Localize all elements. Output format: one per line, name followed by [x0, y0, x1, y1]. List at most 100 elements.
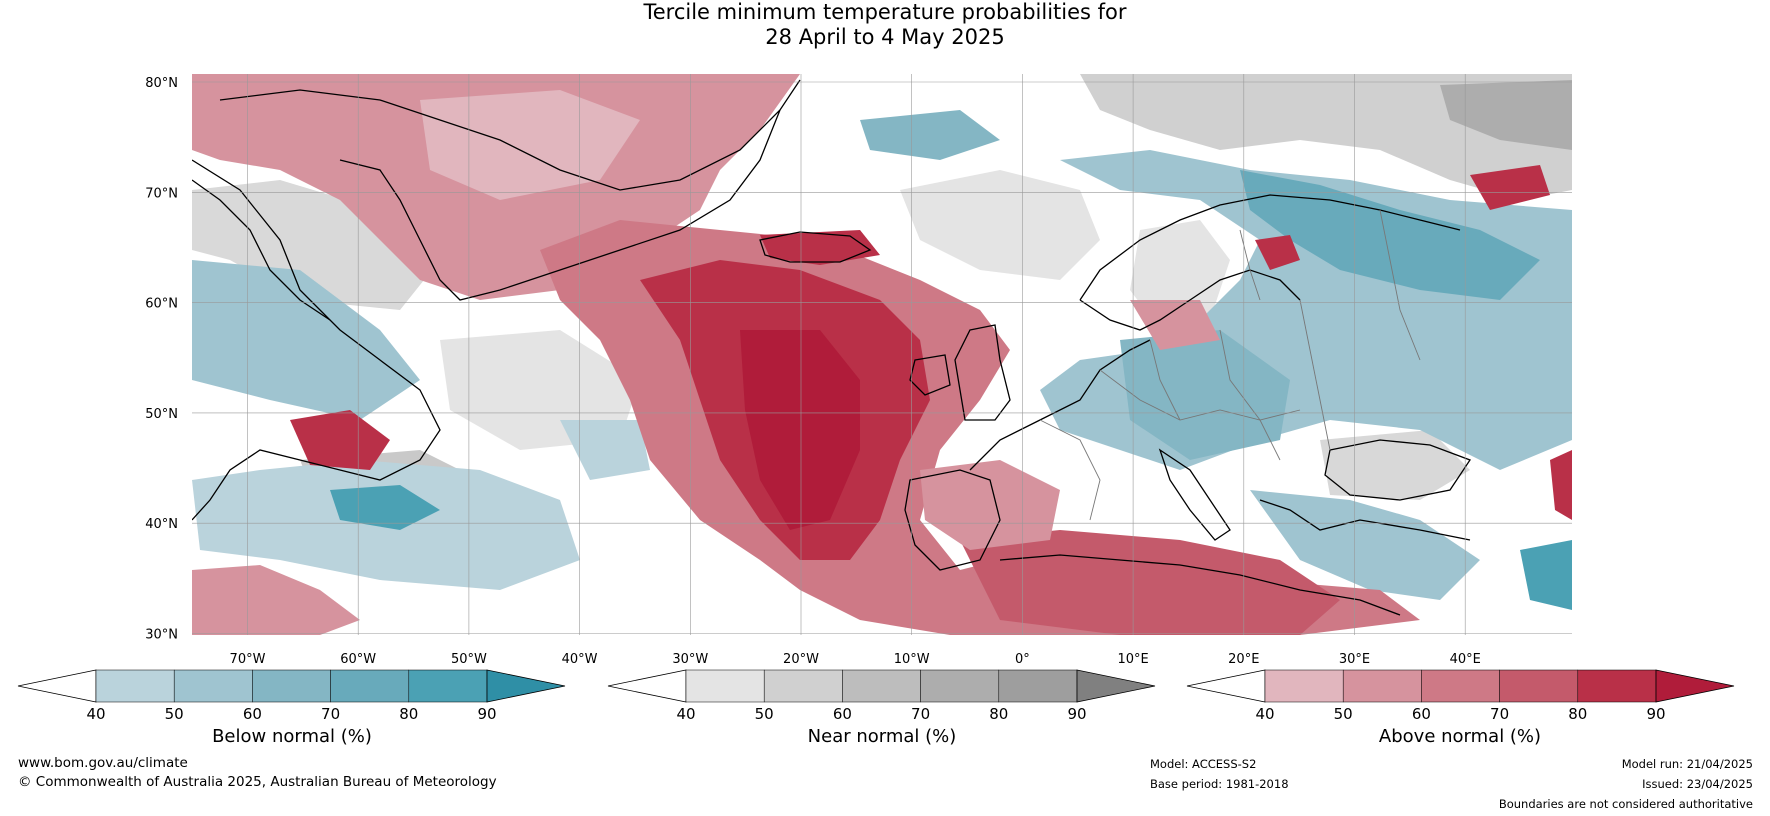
border-line-1 — [1039, 419, 1101, 521]
mediterranean-coast — [999, 554, 1401, 616]
greenland-coast — [219, 79, 801, 301]
colorbar-segment — [1421, 669, 1500, 703]
colorbar-segment — [252, 669, 331, 703]
above-normal-caspian-east — [1550, 450, 1572, 520]
lon-label: 20°W — [783, 652, 819, 667]
colorbar-below-label: Below normal (%) — [212, 726, 372, 747]
near-normal-north-sea — [900, 170, 1100, 280]
colorbar-above-label: Above normal (%) — [1378, 726, 1542, 747]
lat-label: 40°N — [145, 517, 178, 532]
colorbar-tick-label: 40 — [676, 705, 695, 723]
above-normal-finland — [1255, 235, 1300, 270]
colorbar-2: 40 50 60 70 80 90 — [1186, 669, 1735, 723]
colorbar-max-extend — [1076, 669, 1156, 703]
colorbar-tick-label: 80 — [989, 705, 1008, 723]
above-normal-sw-atlantic — [192, 565, 360, 635]
colorbar-tick-label: 60 — [1412, 705, 1431, 723]
colorbar-tick-label: 80 — [1568, 705, 1587, 723]
title-line-2: 28 April to 4 May 2025 — [765, 25, 1005, 49]
lon-label: 30°W — [672, 652, 708, 667]
lon-label: 40°W — [562, 652, 598, 667]
above-normal-north-africa — [960, 530, 1340, 635]
below-normal-mid-atlantic — [560, 420, 650, 480]
chart-title: Tercile minimum temperature probabilitie… — [0, 0, 1770, 50]
colorbar-tick-label: 90 — [1646, 705, 1665, 723]
colorbar-segment — [330, 669, 410, 703]
colorbar-near-label: Near normal (%) — [807, 726, 957, 747]
graticule — [192, 74, 1572, 635]
colorbar-tick-label: 90 — [477, 705, 496, 723]
europe-coast — [904, 339, 1151, 571]
below-normal-regions — [192, 110, 1572, 610]
lon-label: 50°W — [451, 652, 487, 667]
baffin-coast — [192, 179, 331, 321]
ireland-coast — [909, 354, 951, 396]
colorbar-tick-label: 70 — [1490, 705, 1509, 723]
model-text: Model: ACCESS-S2 — [1150, 757, 1257, 771]
colorbar-tick-label: 60 — [243, 705, 262, 723]
border-line-5 — [1299, 299, 1331, 451]
disclaimer-text: Boundaries are not considered authoritat… — [1498, 797, 1753, 811]
colorbar-tick-label: 50 — [1334, 705, 1353, 723]
lat-label: 60°N — [145, 297, 178, 312]
colorbar-segment — [95, 669, 175, 703]
colorbar-tick-label: 70 — [911, 705, 930, 723]
colorbar-segment — [920, 669, 1000, 703]
above-normal-gulf-stlawrence — [290, 410, 390, 470]
below-normal-nw-atlantic-core — [330, 485, 440, 530]
above-normal-atlantic-deep — [740, 330, 860, 530]
above-normal-baltic — [1130, 300, 1220, 350]
colorbar-0: 40 50 60 70 80 90 — [17, 669, 566, 723]
lon-label: 10°W — [894, 652, 930, 667]
scandinavia-coast — [1079, 194, 1461, 331]
uk-coast — [954, 324, 1011, 421]
black-sea-coast — [1324, 439, 1471, 501]
lat-label: 50°N — [145, 407, 178, 422]
map-plot-area — [192, 74, 1572, 635]
colorbar-tick-label: 60 — [833, 705, 852, 723]
website-text: www.bom.gov.au/climate — [18, 755, 188, 771]
lon-label: 70°W — [230, 652, 266, 667]
lat-label: 30°N — [145, 628, 178, 643]
colorbars: 40 50 60 70 80 90 40 50 60 70 80 90 40 50 60 70 80 90 — [17, 669, 1735, 723]
border-line-3 — [1149, 339, 1181, 421]
colorbar-1: 40 50 60 70 80 90 — [607, 669, 1156, 723]
greece-turkey-coast — [1259, 499, 1471, 541]
below-normal-turkey — [1250, 490, 1480, 600]
colorbar-tick-label: 70 — [321, 705, 340, 723]
near-normal-black-sea — [1320, 430, 1470, 500]
lat-label: 80°N — [145, 76, 178, 91]
latitude-labels: 80°N 70°N 60°N 50°N 40°N 30°N — [145, 76, 178, 643]
italy-coast — [1158, 448, 1231, 541]
colorbar-tick-label: 80 — [399, 705, 418, 723]
colorbar-tick-label: 50 — [165, 705, 184, 723]
colorbar-segment — [1577, 669, 1657, 703]
above-normal-regions — [192, 74, 1572, 635]
lon-label: 30°E — [1339, 652, 1370, 667]
longitude-labels: 70°W 60°W 50°W 40°W 30°W 20°W 10°W 0° 10°E 20°E 30… — [230, 652, 1481, 667]
lon-label: 40°E — [1450, 652, 1481, 667]
iceland-coast — [759, 231, 872, 263]
below-normal-eastern-europe — [1120, 330, 1290, 460]
lon-label: 20°E — [1228, 652, 1259, 667]
coastlines — [192, 79, 1471, 616]
colorbar-segment — [842, 669, 921, 703]
colorbar-segment — [1264, 669, 1344, 703]
colorbar-tick-label: 90 — [1067, 705, 1086, 723]
issued-text: Issued: 23/04/2025 — [1642, 777, 1753, 791]
lon-label: 60°W — [340, 652, 376, 667]
lat-label: 70°N — [145, 186, 178, 201]
lon-label: 10°E — [1117, 652, 1148, 667]
below-normal-caspian — [1520, 540, 1572, 610]
lon-label: 0° — [1015, 652, 1030, 667]
colorbar-segment — [763, 669, 843, 703]
colorbar-segment — [998, 669, 1078, 703]
colorbar-segment — [173, 669, 253, 703]
below-normal-labrador — [192, 260, 420, 420]
border-line-7 — [1379, 209, 1421, 361]
border-line-4 — [1219, 329, 1281, 461]
colorbar-tick-label: 40 — [86, 705, 105, 723]
copyright-text: © Commonwealth of Australia 2025, Austra… — [18, 774, 497, 790]
colorbar-tick-label: 50 — [755, 705, 774, 723]
